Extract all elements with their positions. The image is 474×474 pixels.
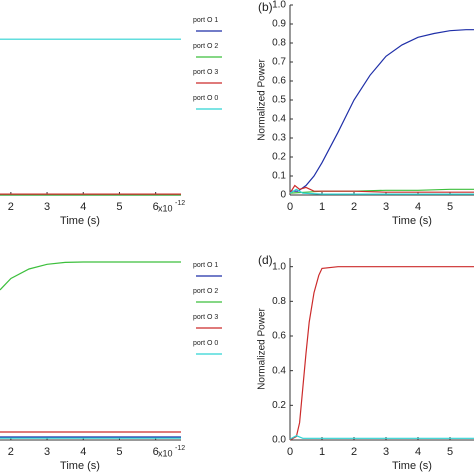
- x-tick-label: 2: [8, 201, 14, 213]
- y-tick-label: 0.5: [272, 95, 286, 106]
- x-scale-base: x10: [158, 448, 173, 458]
- series-line: [289, 266, 474, 441]
- x-tick-label: 4: [415, 446, 421, 458]
- y-tick-label: 0.4: [272, 114, 286, 125]
- series-line: [289, 188, 474, 195]
- x-tick-label: 2: [351, 201, 357, 213]
- x-tick-label: 0: [287, 446, 293, 458]
- x-tick-label: 3: [383, 446, 389, 458]
- y-tick-label: 0.6: [272, 76, 286, 87]
- x-scale-exponent: -12: [175, 445, 185, 452]
- y-tick-label: 0.7: [272, 57, 286, 68]
- x-tick-label: 0: [287, 201, 293, 213]
- y-tick-label: 0.4: [272, 365, 286, 376]
- y-tick-label: 0: [280, 190, 286, 201]
- legend-label: port O 3: [193, 69, 218, 76]
- x-axis-label: Time (s): [392, 215, 432, 227]
- y-tick-label: 0.2: [272, 400, 286, 411]
- legend-label: port O 3: [193, 314, 218, 321]
- x-tick-label: 4: [80, 446, 86, 458]
- y-axis-label: Normalized Power: [257, 58, 268, 140]
- series-line: [289, 188, 474, 194]
- legend-label: port O 0: [193, 95, 218, 102]
- x-tick-label: 6: [153, 446, 159, 458]
- x-tick-label: 3: [44, 201, 50, 213]
- legend-label: port O 0: [193, 340, 218, 347]
- y-tick-label: 0.2: [272, 152, 286, 163]
- x-axis-label: Time (s): [392, 460, 432, 472]
- x-tick-label: 2: [351, 446, 357, 458]
- y-tick-label: 1.0: [272, 261, 286, 272]
- series-line: [289, 184, 474, 194]
- y-tick-label: 0.0: [272, 435, 286, 446]
- x-tick-label: 2: [8, 446, 14, 458]
- x-tick-label: 5: [447, 446, 453, 458]
- y-tick-label: 0.1: [272, 171, 286, 182]
- y-tick-label: 0.6: [272, 331, 286, 342]
- y-tick-label: 0.8: [272, 296, 286, 307]
- x-tick-label: 5: [447, 201, 453, 213]
- y-tick-label: 1.0: [272, 0, 286, 11]
- legend-label: port O 1: [193, 262, 218, 269]
- series-line: [0, 261, 181, 291]
- x-tick-label: 1: [319, 446, 325, 458]
- x-scale-base: x10: [158, 203, 173, 213]
- panel-label: (b): [258, 0, 273, 14]
- y-tick-label: 0.8: [272, 38, 286, 49]
- x-tick-label: 4: [415, 201, 421, 213]
- x-scale-exponent: -12: [175, 200, 185, 207]
- y-tick-label: 0.3: [272, 133, 286, 144]
- x-tick-label: 1: [319, 201, 325, 213]
- x-tick-label: 4: [80, 201, 86, 213]
- x-tick-label: 5: [116, 201, 122, 213]
- series-line: [289, 435, 474, 440]
- legend-label: port O 1: [193, 17, 218, 24]
- x-tick-label: 3: [44, 446, 50, 458]
- x-tick-label: 3: [383, 201, 389, 213]
- y-axis-label: Normalized Power: [257, 307, 268, 389]
- panel-label: (d): [258, 253, 273, 267]
- x-tick-label: 6: [153, 201, 159, 213]
- series-line: [290, 29, 474, 192]
- x-axis-label: Time (s): [60, 460, 100, 472]
- y-tick-label: 0.9: [272, 19, 286, 30]
- x-tick-label: 5: [116, 446, 122, 458]
- x-axis-label: Time (s): [60, 215, 100, 227]
- legend-label: port O 2: [193, 43, 218, 50]
- legend-label: port O 2: [193, 288, 218, 295]
